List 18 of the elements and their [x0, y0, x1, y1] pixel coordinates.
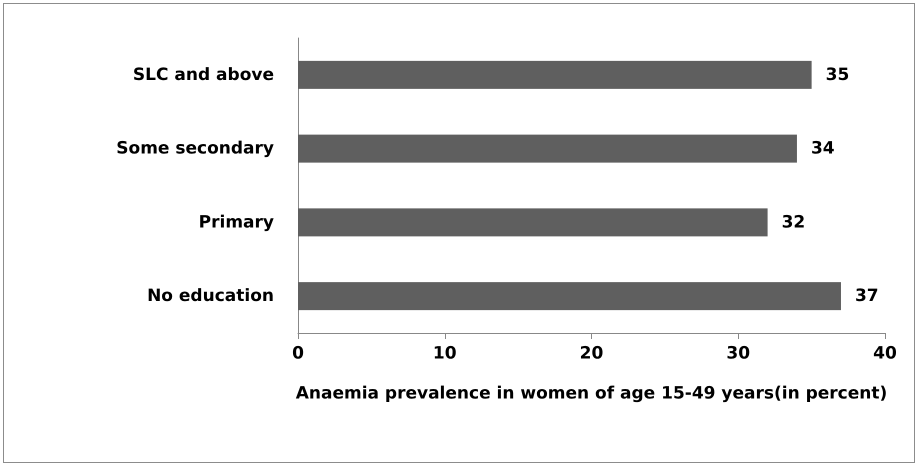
data-label: 37	[854, 286, 879, 306]
y-tick-label: Primary	[198, 212, 274, 232]
x-tick-label: 20	[580, 344, 604, 364]
x-tick-label: 30	[726, 344, 750, 364]
data-label: 35	[826, 64, 850, 85]
data-label: 32	[782, 212, 806, 232]
y-tick-label: No education	[147, 286, 274, 306]
x-axis-title: Anaemia prevalence in women of age 15-49 years(in percent)	[296, 384, 888, 404]
y-tick-label: SLC and above	[132, 64, 274, 85]
bar	[298, 134, 797, 163]
y-tick-label: Some secondary	[116, 138, 274, 159]
x-tick-label: 10	[432, 344, 457, 364]
bar	[298, 282, 841, 310]
data-label: 34	[810, 138, 835, 159]
x-tick-label: 0	[292, 344, 304, 364]
x-tick-label: 40	[873, 344, 897, 364]
bar	[298, 208, 768, 236]
bar	[298, 60, 812, 89]
